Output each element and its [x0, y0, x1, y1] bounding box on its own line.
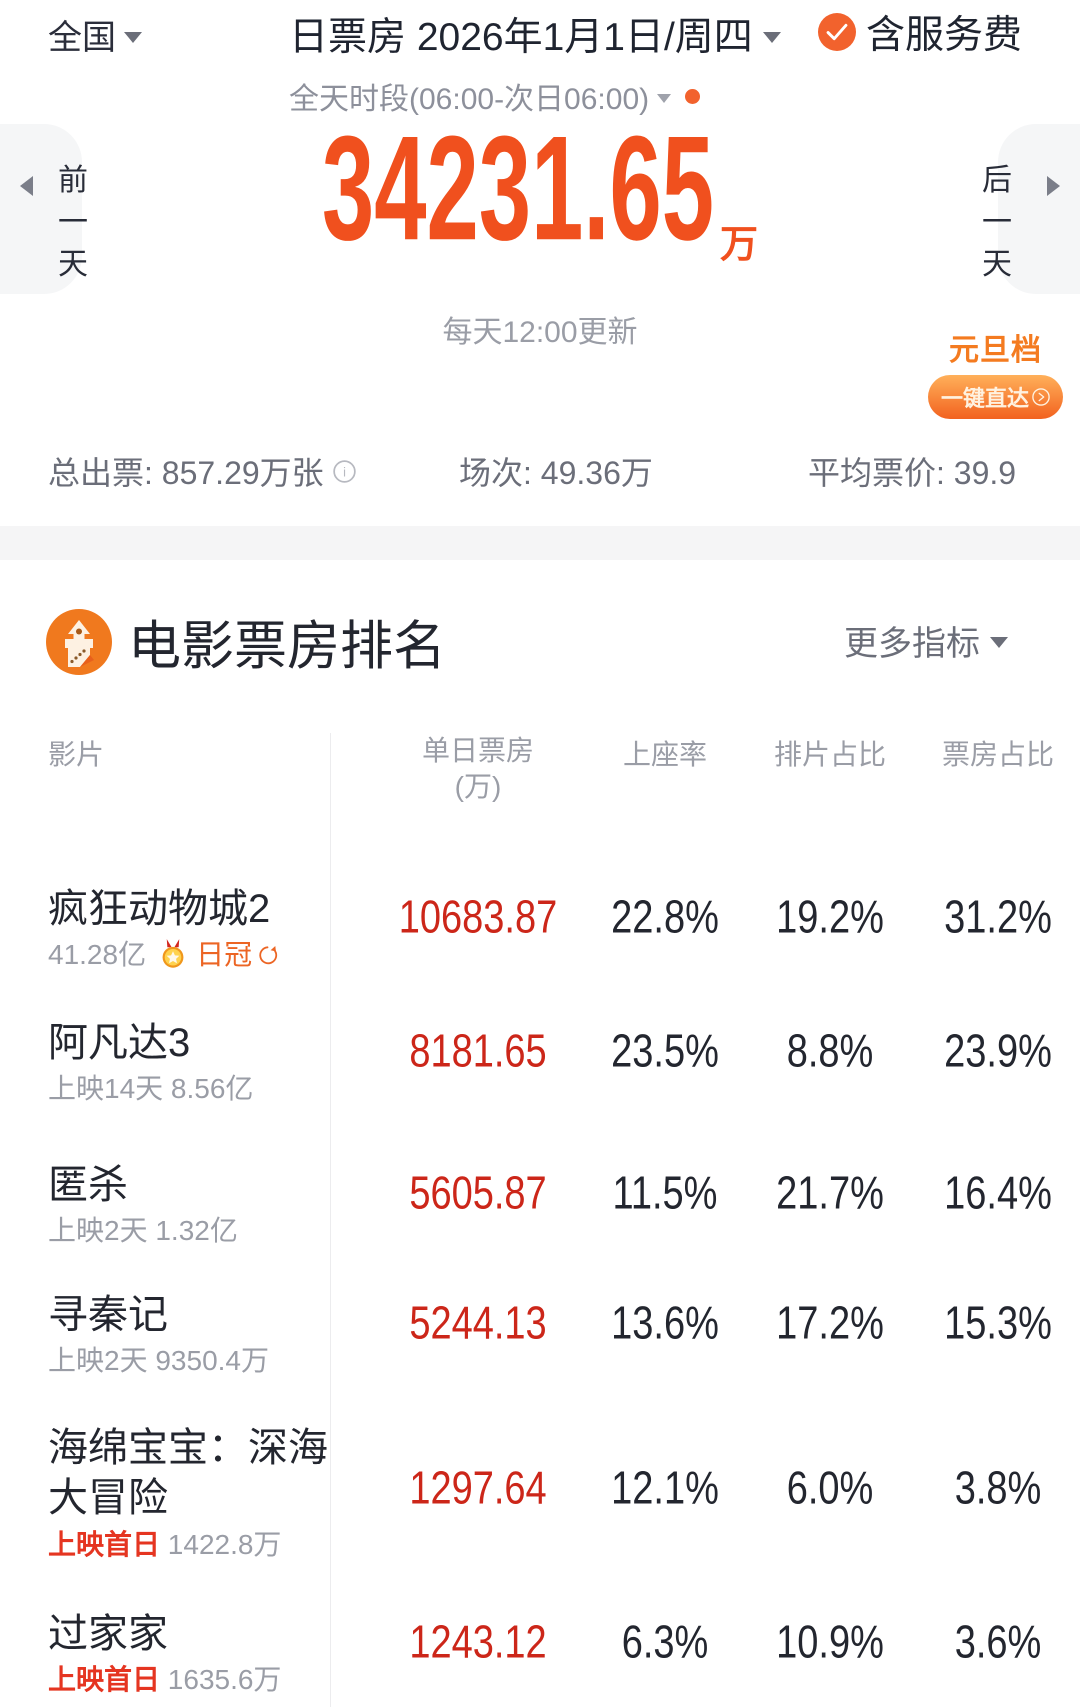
svg-text:i: i — [343, 465, 346, 479]
